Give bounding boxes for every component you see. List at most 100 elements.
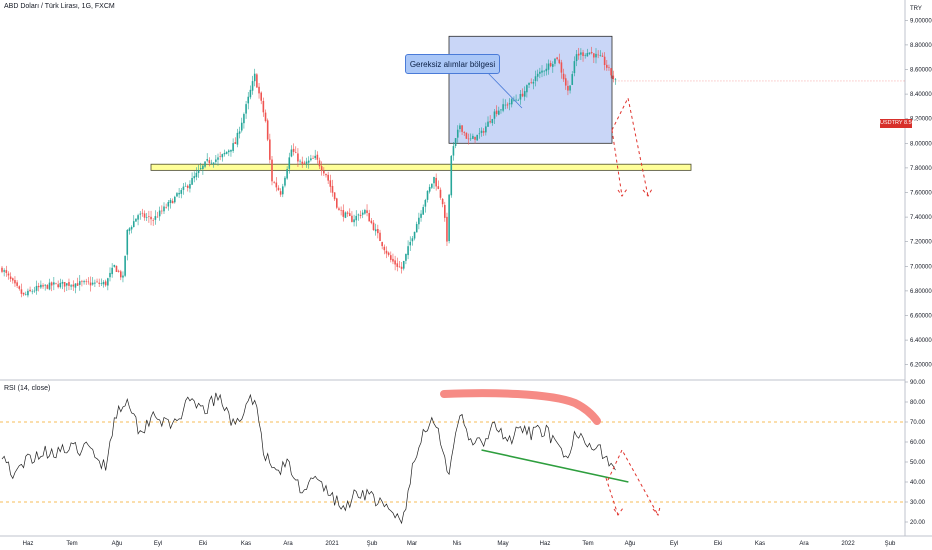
candle-body	[169, 200, 172, 203]
candle-body	[480, 130, 483, 133]
candle-body	[100, 283, 103, 284]
candle-body	[303, 162, 306, 164]
candle-body	[413, 231, 416, 239]
candle-body	[452, 146, 455, 156]
candle-body	[251, 81, 254, 91]
candle-body	[72, 284, 75, 287]
candle-body	[614, 79, 617, 81]
candle-body	[46, 285, 49, 289]
candle-body	[228, 150, 230, 153]
candle-body	[314, 155, 316, 159]
candle-body	[249, 89, 252, 98]
candle-body	[552, 64, 554, 67]
price-tick-label: 7.40000	[910, 215, 932, 221]
candle-body	[472, 135, 474, 139]
candle-body	[236, 132, 239, 145]
candle-body	[357, 214, 360, 216]
rsi-projection-down	[605, 477, 619, 516]
candle-body	[379, 232, 381, 242]
candle-body	[316, 154, 319, 160]
candle-body	[532, 81, 535, 84]
candle-body	[292, 148, 295, 152]
price-tick-label: 6.80000	[910, 289, 932, 295]
rsi-tick-label: 60.00	[910, 440, 926, 446]
candle-body	[143, 213, 146, 218]
candle-body	[463, 132, 466, 133]
candle-body	[240, 122, 243, 131]
candle-body	[299, 160, 301, 162]
candle-body	[245, 104, 247, 114]
candle-body	[1, 267, 3, 272]
candle-body	[528, 82, 530, 85]
candle-body	[163, 206, 165, 212]
time-tick-label: Ara	[799, 541, 809, 547]
candle-body	[586, 52, 589, 57]
candle-body	[18, 286, 21, 289]
candle-body	[3, 270, 5, 272]
candle-body	[504, 104, 507, 106]
candle-body	[111, 267, 113, 275]
candle-body	[122, 275, 124, 278]
last-price-badge: USDTRY 8.50678	[880, 119, 924, 128]
candle-body	[165, 207, 167, 208]
time-tick-label: Ağu	[112, 541, 123, 547]
rsi-tick-label: 50.00	[910, 460, 926, 466]
price-tick-label: 8.40000	[910, 92, 932, 98]
candle-body	[377, 228, 379, 234]
candle-body	[506, 104, 509, 106]
candle-body	[186, 185, 189, 188]
price-tick-label: 8.20000	[910, 117, 932, 123]
time-tick-label: Kas	[755, 541, 765, 547]
candle-body	[500, 109, 502, 111]
candle-body	[260, 92, 262, 101]
candle-body	[366, 210, 368, 213]
candle-body	[264, 112, 267, 122]
candle-body	[290, 149, 293, 157]
candle-body	[148, 216, 150, 217]
time-tick-label: Şub	[885, 541, 896, 547]
candle-body	[372, 222, 375, 231]
candle-body	[601, 55, 604, 57]
candle-body	[428, 186, 431, 192]
currency-label: TRY	[910, 6, 922, 12]
candle-body	[554, 58, 556, 64]
candle-body	[381, 242, 383, 247]
candle-body	[593, 53, 595, 58]
candle-body	[405, 253, 407, 261]
candlesticks	[1, 46, 905, 298]
candle-body	[212, 162, 215, 164]
candle-body	[396, 263, 399, 267]
price-tick-label: 7.60000	[910, 191, 932, 197]
candle-body	[374, 229, 377, 232]
candle-body	[407, 246, 409, 256]
candle-body	[433, 176, 435, 184]
candle-body	[53, 282, 55, 285]
candle-body	[210, 162, 213, 164]
candle-body	[76, 283, 79, 286]
candle-body	[197, 170, 200, 174]
candle-body	[85, 281, 88, 282]
candle-body	[22, 292, 25, 295]
candle-body	[441, 198, 444, 205]
time-tick-label: Kas	[241, 541, 251, 547]
candle-body	[277, 187, 280, 191]
candle-body	[42, 285, 44, 287]
candle-body	[262, 100, 265, 113]
candle-body	[48, 282, 51, 290]
candle-body	[448, 194, 450, 242]
candle-body	[33, 290, 36, 292]
candle-body	[495, 110, 498, 114]
candle-body	[193, 176, 196, 179]
projection-down-arrow	[611, 129, 623, 197]
rsi-projection-peak	[607, 448, 659, 516]
candle-body	[329, 180, 332, 187]
candle-body	[150, 216, 152, 220]
candle-body	[400, 266, 403, 269]
candle-body	[370, 220, 373, 223]
candle-body	[14, 280, 16, 284]
candle-body	[515, 99, 517, 101]
candle-body	[612, 75, 615, 80]
candle-body	[124, 255, 126, 276]
candle-body	[567, 85, 569, 91]
